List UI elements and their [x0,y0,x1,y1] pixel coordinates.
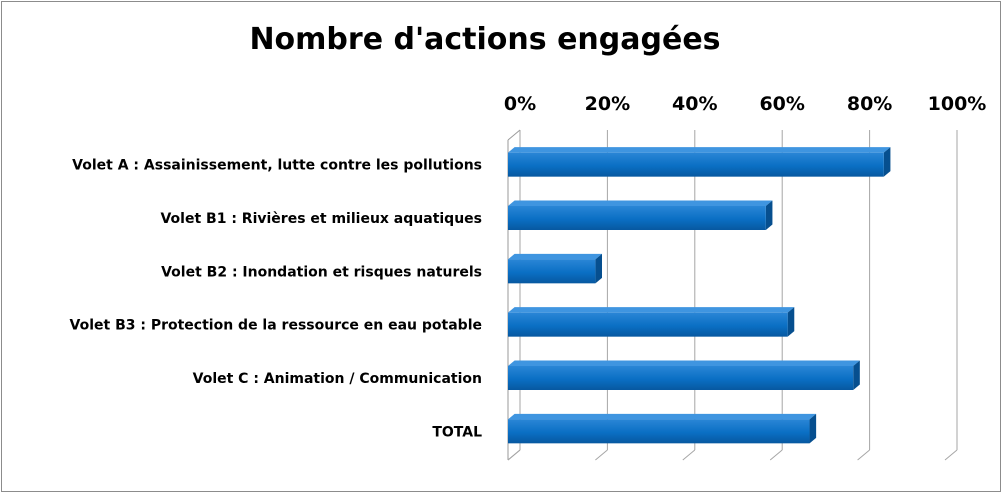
bar [508,147,891,177]
bar-front-face [508,419,810,444]
bar-front-face [508,259,596,284]
category-label: Volet A : Assainissement, lutte contre l… [72,158,482,174]
x-tick-label: 0% [504,93,536,115]
floor-gridline [682,449,696,461]
category-label: Volet B1 : Rivières et milieux aquatique… [160,211,482,227]
bars-layer [508,147,891,444]
bar-side-face [765,200,773,230]
bar-side-face [595,253,602,284]
bar-front-face [508,206,766,230]
bar-side-face [787,307,795,337]
category-labels: Volet A : Assainissement, lutte contre l… [70,158,483,441]
depth-edge-top [507,129,521,141]
bar [508,360,860,390]
floor-gridline [769,449,783,461]
category-label: Volet B3 : Protection de la ressource en… [70,318,482,334]
bar [508,200,773,230]
x-tick-label: 100% [928,93,987,115]
bar-top-face [508,307,795,313]
bar [508,307,795,337]
floor-gridline [507,449,521,461]
x-tick-label: 40% [672,93,717,115]
bar-side-face [883,147,891,177]
category-label: TOTAL [432,424,482,440]
bar-front-face [508,152,884,177]
x-tick-label: 60% [759,93,804,115]
x-tick-label: 80% [847,93,892,115]
bar-top-face [508,413,817,420]
bar-top-face [508,147,891,153]
grid-layer [507,129,958,461]
floor-gridline [857,449,870,461]
category-label: Volet B2 : Inondation et risques naturel… [161,264,482,280]
floor-gridline [944,449,958,461]
x-axis-ticks: 0% 20% 40% 60% 80% 100% [504,93,986,115]
bar-front-face [508,312,788,337]
bar-side-face [809,413,817,444]
floor-gridline [595,449,608,461]
bar-top-face [508,200,773,206]
bar-top-face [508,360,860,366]
bar [508,413,817,444]
bar [508,253,602,284]
chart-title: Nombre d'actions engagées [249,22,721,57]
category-label: Volet C : Animation / Communication [193,371,482,387]
bar-top-face [508,253,602,260]
bar-side-face [853,360,860,390]
bar-front-face [508,366,854,390]
x-tick-label: 20% [585,93,630,115]
